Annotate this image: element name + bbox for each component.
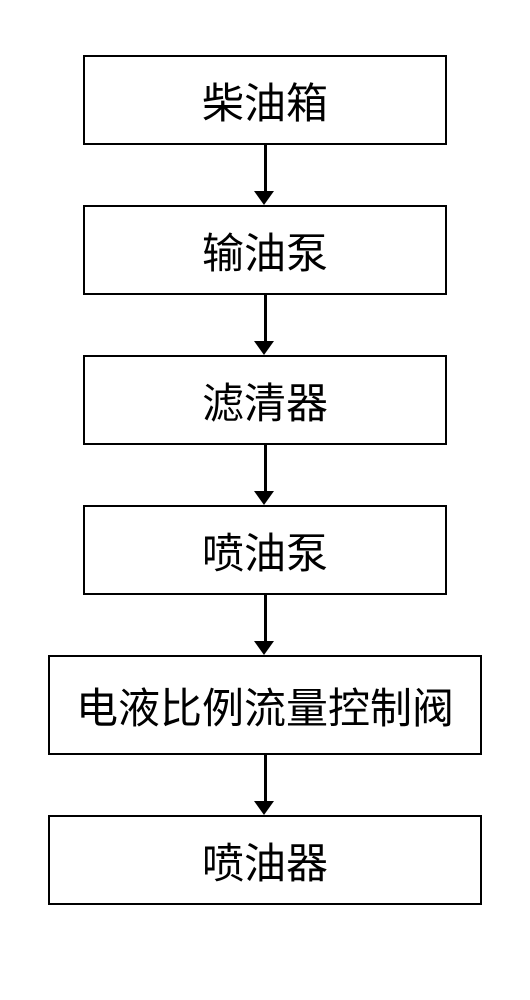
flowchart-node-control-valve: 电液比例流量控制阀 <box>48 655 482 755</box>
arrow-head-icon <box>254 191 274 205</box>
flowchart-container: 柴油箱 输油泵 滤清器 喷油泵 电液比例流量控制阀 喷油器 <box>0 0 530 1000</box>
flowchart-node-filter: 滤清器 <box>83 355 447 445</box>
flowchart-node-label: 输油泵 <box>202 220 328 281</box>
arrow-line <box>264 295 267 343</box>
flowchart-node-injector: 喷油器 <box>48 815 482 905</box>
flowchart-node-diesel-tank: 柴油箱 <box>83 55 447 145</box>
flowchart-node-label: 喷油器 <box>202 830 328 891</box>
arrow-line <box>264 145 267 193</box>
flowchart-node-label: 喷油泵 <box>202 520 328 581</box>
arrow-line <box>264 445 267 493</box>
flowchart-node-label: 柴油箱 <box>202 70 328 131</box>
flowchart-node-feed-pump: 输油泵 <box>83 205 447 295</box>
flowchart-node-injection-pump: 喷油泵 <box>83 505 447 595</box>
flowchart-node-label: 电液比例流量控制阀 <box>76 675 454 736</box>
arrow-head-icon <box>254 341 274 355</box>
flowchart-node-label: 滤清器 <box>202 370 328 431</box>
arrow-head-icon <box>254 491 274 505</box>
arrow-head-icon <box>254 801 274 815</box>
arrow-head-icon <box>254 641 274 655</box>
arrow-line <box>264 595 267 643</box>
arrow-line <box>264 755 267 803</box>
